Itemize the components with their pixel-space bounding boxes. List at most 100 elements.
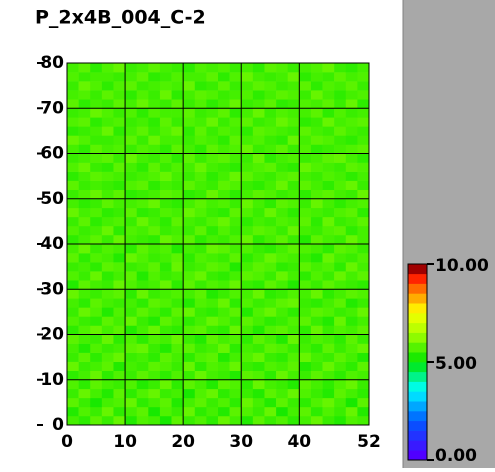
colorbar-step xyxy=(408,381,427,392)
heat-cell xyxy=(148,189,161,200)
heat-cell xyxy=(357,216,370,227)
heat-cell xyxy=(241,225,254,236)
heat-cell xyxy=(287,406,300,417)
heat-cell xyxy=(357,271,370,281)
heat-cell xyxy=(264,207,277,218)
heat-cell xyxy=(241,388,254,399)
heat-cell xyxy=(159,271,172,281)
heat-cell xyxy=(334,117,347,127)
heat-cell xyxy=(322,99,335,109)
heat-cell xyxy=(78,397,91,408)
heat-cell xyxy=(183,162,196,172)
heat-cell xyxy=(322,180,335,190)
heat-cell xyxy=(299,162,312,172)
heat-cell xyxy=(345,225,358,236)
heat-cell xyxy=(334,135,347,145)
heat-cell xyxy=(206,298,219,308)
heat-cell xyxy=(345,189,358,200)
heat-cell xyxy=(90,298,103,308)
heat-cell xyxy=(252,90,265,100)
heat-cell xyxy=(310,343,323,353)
heat-cell xyxy=(159,99,172,109)
heat-cell xyxy=(264,180,277,190)
heat-cell xyxy=(287,72,300,82)
heat-cell xyxy=(136,126,149,136)
heat-cell xyxy=(90,117,103,127)
x-tick-label: 40 xyxy=(287,432,311,452)
heat-cell xyxy=(125,234,137,245)
heat-cell xyxy=(287,388,300,399)
heat-cell xyxy=(171,99,184,109)
heat-cell xyxy=(136,289,149,299)
heat-cell xyxy=(345,397,358,408)
heat-cell xyxy=(345,108,358,118)
heat-cell xyxy=(357,99,370,109)
heat-cell xyxy=(125,162,137,172)
heat-cell xyxy=(241,171,254,181)
heat-cell xyxy=(78,117,91,127)
heat-cell xyxy=(218,298,230,308)
heat-cell xyxy=(194,171,207,181)
heat-cell xyxy=(241,244,254,254)
heat-cell xyxy=(345,63,358,73)
heat-cell xyxy=(206,108,219,118)
heat-cell xyxy=(194,117,207,127)
heat-cell xyxy=(67,316,79,326)
heat-cell xyxy=(125,325,137,335)
colorbar-step xyxy=(408,420,427,431)
heat-cell xyxy=(357,280,370,290)
heat-cell xyxy=(287,343,300,353)
heat-cell xyxy=(334,379,347,390)
heat-cell xyxy=(194,271,207,281)
heat-cell xyxy=(159,108,172,118)
heat-cell xyxy=(276,72,288,82)
heat-cell xyxy=(90,352,103,362)
heat-cell xyxy=(113,307,126,317)
heat-cell xyxy=(218,126,230,136)
heat-cell xyxy=(148,162,161,172)
heat-cell xyxy=(334,81,347,91)
heat-cell xyxy=(90,126,103,136)
heat-cell xyxy=(159,171,172,181)
heat-cell xyxy=(345,316,358,326)
heat-cell xyxy=(229,289,242,299)
heat-cell xyxy=(78,216,91,227)
heat-cell xyxy=(136,198,149,209)
heat-cell xyxy=(125,316,137,326)
colorbar-step xyxy=(408,440,427,451)
heat-cell xyxy=(322,253,335,263)
heat-cell xyxy=(334,343,347,353)
heat-cell xyxy=(194,307,207,317)
heat-cell xyxy=(357,225,370,236)
heat-cell xyxy=(357,361,370,371)
heat-cell xyxy=(90,234,103,245)
heat-cell xyxy=(357,63,370,73)
heat-cell xyxy=(78,81,91,91)
heat-cell xyxy=(171,253,184,263)
heat-cell xyxy=(148,307,161,317)
heat-cell xyxy=(206,397,219,408)
heat-cell xyxy=(218,280,230,290)
heat-cell xyxy=(252,72,265,82)
colorbar-step xyxy=(408,293,427,304)
heat-cell xyxy=(113,117,126,127)
heat-cell xyxy=(357,415,370,426)
heat-cell xyxy=(101,388,114,399)
heat-cell xyxy=(322,216,335,227)
heat-cell xyxy=(310,397,323,408)
heat-cell xyxy=(299,180,312,190)
heat-cell xyxy=(171,397,184,408)
heat-cell xyxy=(113,126,126,136)
heat-cell xyxy=(171,135,184,145)
heat-cell xyxy=(241,63,254,73)
heat-cell xyxy=(322,271,335,281)
heat-cell xyxy=(252,225,265,236)
heat-cell xyxy=(194,388,207,399)
heat-cell xyxy=(252,126,265,136)
heat-cell xyxy=(264,81,277,91)
heat-cell xyxy=(78,325,91,335)
heat-cell xyxy=(276,81,288,91)
heat-cell xyxy=(229,406,242,417)
heat-cell xyxy=(194,198,207,209)
heat-cell xyxy=(241,406,254,417)
